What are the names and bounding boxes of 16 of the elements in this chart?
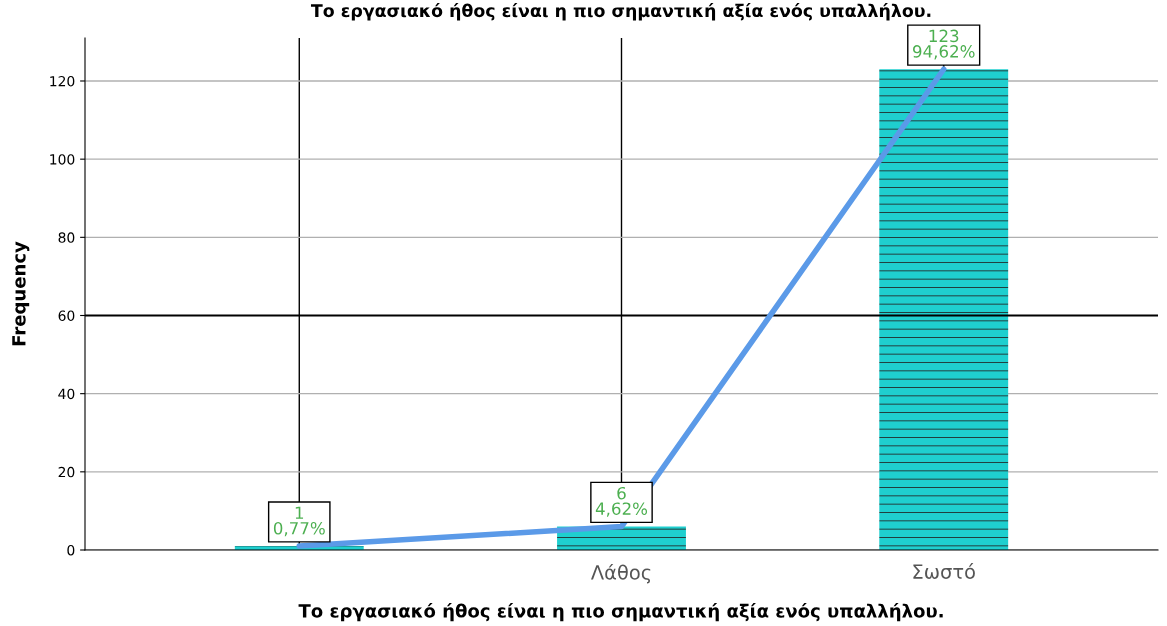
y-tick-label: 40 — [58, 388, 75, 400]
data-label: 6 4,62% — [595, 486, 648, 517]
x-tick-label: Σωστό — [913, 563, 975, 579]
y-axis-title: Frequency — [12, 241, 30, 346]
y-tick-label: 0 — [67, 544, 75, 556]
y-tick-label: 100 — [50, 154, 75, 165]
data-label: 1 0,77% — [273, 506, 325, 537]
data-label: 123 94,62% — [913, 29, 975, 60]
x-tick-label: Λάθος — [590, 563, 651, 584]
bar — [879, 69, 1009, 550]
y-tick-label: 80 — [58, 232, 75, 243]
x-axis-title: Το εργασιακό ήθος είναι η πιο σημαντική αξία ενός υπαλλήλου. — [298, 602, 943, 622]
y-tick-label: 120 — [50, 75, 75, 87]
y-tick-label: 60 — [58, 310, 75, 321]
chart-title: Το εργασιακό ήθος είναι η πιο σημαντική αξία ενός υπαλλήλου. — [310, 3, 931, 21]
y-tick-label: 20 — [58, 466, 75, 478]
